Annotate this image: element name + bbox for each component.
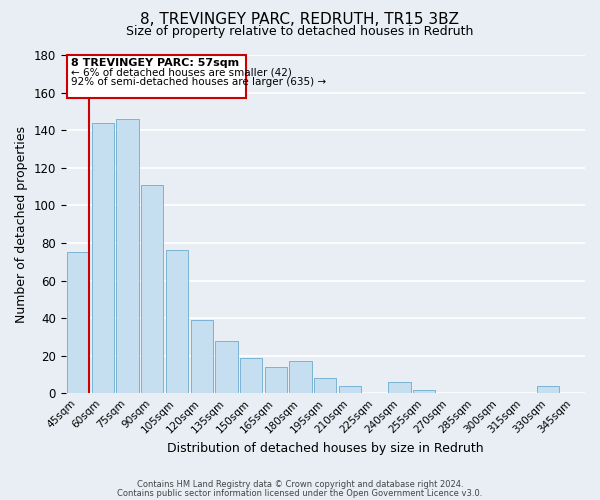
Bar <box>289 362 312 394</box>
Text: 8, TREVINGEY PARC, REDRUTH, TR15 3BZ: 8, TREVINGEY PARC, REDRUTH, TR15 3BZ <box>140 12 460 28</box>
Bar <box>191 320 213 394</box>
Bar <box>339 386 361 394</box>
Bar <box>314 378 337 394</box>
Bar <box>240 358 262 394</box>
FancyBboxPatch shape <box>67 55 246 98</box>
Bar <box>92 122 114 394</box>
Bar <box>141 184 163 394</box>
Bar <box>413 390 436 394</box>
Text: ← 6% of detached houses are smaller (42): ← 6% of detached houses are smaller (42) <box>71 67 292 77</box>
Text: 92% of semi-detached houses are larger (635) →: 92% of semi-detached houses are larger (… <box>71 76 326 86</box>
Bar <box>537 386 559 394</box>
Bar <box>166 250 188 394</box>
Bar <box>265 367 287 394</box>
Bar <box>215 340 238 394</box>
Y-axis label: Number of detached properties: Number of detached properties <box>15 126 28 322</box>
Text: Contains public sector information licensed under the Open Government Licence v3: Contains public sector information licen… <box>118 488 482 498</box>
Bar <box>67 252 89 394</box>
Text: Size of property relative to detached houses in Redruth: Size of property relative to detached ho… <box>127 25 473 38</box>
X-axis label: Distribution of detached houses by size in Redruth: Distribution of detached houses by size … <box>167 442 484 455</box>
Text: Contains HM Land Registry data © Crown copyright and database right 2024.: Contains HM Land Registry data © Crown c… <box>137 480 463 489</box>
Bar <box>116 119 139 394</box>
Bar <box>388 382 410 394</box>
Text: 8 TREVINGEY PARC: 57sqm: 8 TREVINGEY PARC: 57sqm <box>71 58 239 68</box>
